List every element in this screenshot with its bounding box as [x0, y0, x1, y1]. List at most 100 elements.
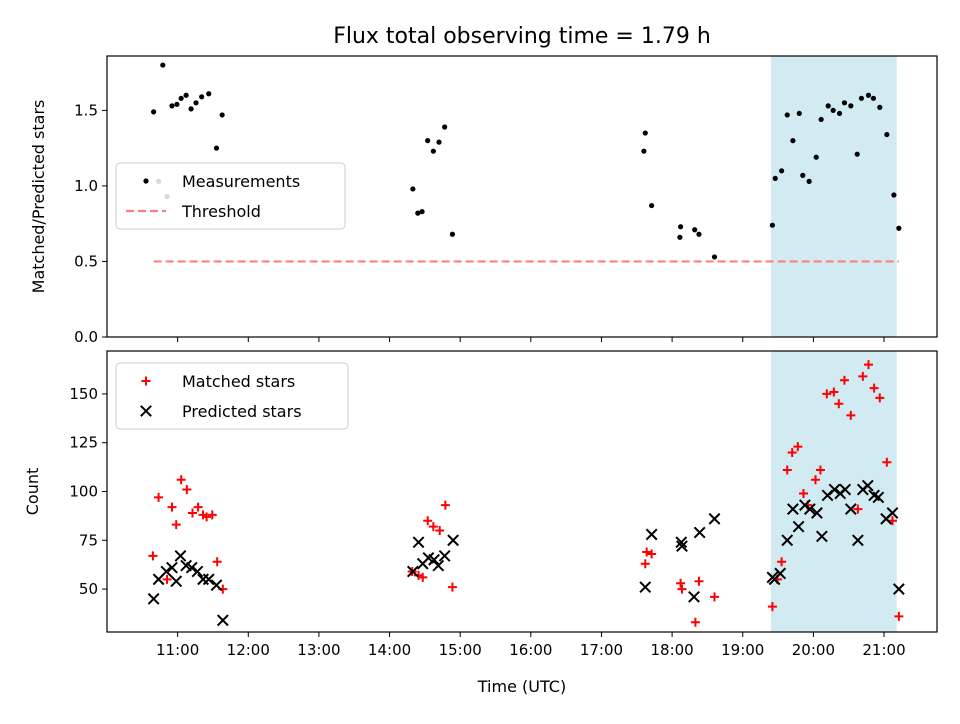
- matched-stars-point: [447, 582, 457, 592]
- measurements-point: [858, 95, 865, 101]
- measurements-point: [642, 130, 648, 136]
- measurements-point: [841, 100, 848, 106]
- measurements-point: [213, 145, 220, 151]
- predicted-stars-point: [160, 565, 173, 578]
- y-tick-label: 75: [79, 531, 98, 549]
- predicted-stars-point: [166, 561, 178, 574]
- predicted-stars-point: [844, 503, 857, 515]
- predicted-stars-point: [786, 503, 799, 515]
- measurements-point: [169, 103, 175, 109]
- predicted-stars-point: [438, 549, 451, 562]
- legend-marker: [143, 178, 149, 184]
- predicted-stars-point: [202, 573, 215, 586]
- measurements-point: [870, 95, 877, 101]
- x-tick-label: 21:00: [862, 641, 905, 659]
- y-tick-label: 50: [79, 580, 98, 598]
- matched-stars-point: [811, 475, 821, 485]
- predicted-stars-point: [170, 575, 183, 588]
- measurements-point: [836, 110, 843, 117]
- matched-stars-point: [440, 500, 450, 510]
- predicted-stars-point: [861, 479, 874, 492]
- matched-stars-point: [187, 508, 197, 518]
- x-tick-label: 17:00: [580, 641, 623, 659]
- legend-label: Predicted stars: [182, 402, 302, 421]
- matched-stars-point: [428, 522, 438, 532]
- measurements-point: [160, 62, 166, 68]
- matched-stars-point: [793, 442, 803, 452]
- x-tick-label: 19:00: [721, 641, 764, 659]
- predicted-stars-point: [676, 540, 688, 553]
- legend-label: Measurements: [182, 172, 300, 191]
- measurements-point: [784, 112, 790, 118]
- predicted-stars-point: [406, 565, 419, 578]
- predicted-stars-point: [781, 534, 794, 547]
- predicted-stars-point: [428, 553, 440, 566]
- legend-marker: [140, 405, 152, 417]
- x-tick-label: 12:00: [227, 641, 270, 659]
- measurements-point: [884, 131, 890, 138]
- matched-stars-point: [677, 584, 687, 594]
- legend-marker: [141, 376, 151, 386]
- legend-box: [115, 362, 349, 430]
- predicted-stars-point: [432, 559, 445, 572]
- matched-stars-point: [207, 510, 217, 520]
- matched-stars-point: [642, 547, 652, 557]
- measurements-point: [854, 151, 860, 157]
- matched-stars-point: [869, 383, 879, 393]
- matched-stars-point: [875, 393, 885, 403]
- predicted-stars-point: [412, 536, 425, 549]
- matched-stars-point: [167, 502, 177, 512]
- measurements-point: [825, 103, 831, 109]
- matched-stars-point: [435, 526, 445, 536]
- legend-box: [115, 162, 346, 230]
- predicted-stars-point: [210, 579, 223, 592]
- legend: Matched stars Predicted stars: [115, 362, 349, 430]
- matched-stars-point: [193, 502, 203, 512]
- matched-stars-point: [162, 574, 172, 584]
- matched-stars-point: [640, 559, 650, 569]
- matched-stars-point: [182, 485, 192, 495]
- legend: Measurements Threshold: [115, 162, 346, 230]
- matched-stars-point: [882, 457, 892, 467]
- matched-stars-point: [767, 602, 777, 612]
- measurements-point: [796, 110, 802, 117]
- measurements-point: [193, 100, 199, 106]
- measurements-point: [419, 209, 425, 215]
- matched-stars-point: [787, 447, 797, 457]
- measurements-point: [696, 231, 702, 237]
- measurements-point: [425, 138, 431, 144]
- predicted-stars-point: [828, 483, 841, 496]
- count-panel: 11:00 12:00 13:00 14:00 15:00 16:00 17:00 18:00…: [23, 350, 938, 659]
- x-tick-label: 18:00: [650, 641, 693, 659]
- measurements-point: [188, 106, 194, 112]
- y-tick-label: 125: [69, 434, 98, 452]
- matched-stars-point: [709, 592, 719, 602]
- measurements-point: [183, 92, 189, 98]
- measurements-point: [410, 186, 416, 192]
- measurements-point: [677, 224, 684, 230]
- series-predicted-stars: [147, 479, 905, 627]
- matched-stars-point: [647, 549, 657, 559]
- measurements-point: [692, 227, 698, 233]
- y-tick-label: 100: [69, 483, 98, 501]
- x-tick-label: 15:00: [439, 641, 482, 659]
- matched-stars-point: [777, 557, 787, 567]
- matched-stars-point: [676, 578, 686, 588]
- measurements-point: [813, 154, 819, 160]
- predicted-stars-point: [792, 520, 805, 533]
- y-tick-label: 150: [69, 385, 98, 403]
- predicted-stars-point: [803, 503, 816, 515]
- highlight-span: [771, 56, 897, 337]
- matched-stars-point: [834, 399, 844, 409]
- matched-stars-point: [148, 551, 158, 561]
- measurements-point: [891, 192, 897, 198]
- x-tick-label: 13:00: [297, 641, 340, 659]
- matched-stars-point: [694, 576, 704, 586]
- matched-stars-point: [202, 512, 212, 522]
- measurements-point: [174, 101, 180, 107]
- measurements-point: [430, 148, 436, 154]
- predicted-stars-point: [892, 583, 905, 595]
- matched-stars-point: [815, 465, 825, 475]
- predicted-stars-point: [216, 614, 229, 627]
